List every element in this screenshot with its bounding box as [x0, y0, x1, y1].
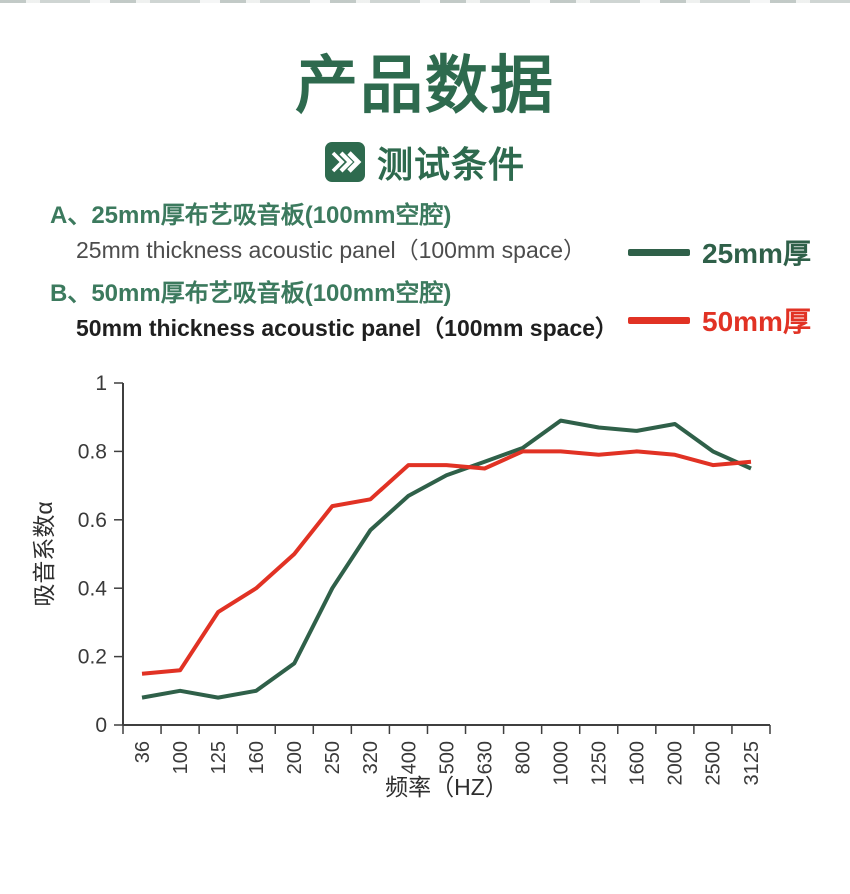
- panel-b-description: B、50mm厚布艺吸音板(100mm空腔) 50mm thickness aco…: [50, 279, 618, 342]
- series-line-25mm厚: [141, 418, 752, 700]
- subtitle-label: 测试条件: [376, 144, 525, 185]
- chart-canvas: 0 0.2 0.4 0.6 0.8 1 36 100 125 160 200 250 320 400 500…: [31, 372, 771, 800]
- subtitle-row: 测试条件: [0, 139, 850, 185]
- x-tick-label: 100: [170, 741, 192, 774]
- y-axis-title: 吸音系数α: [31, 501, 57, 606]
- panel-b-title-cn: B、50mm厚布艺吸音板(100mm空腔): [50, 280, 452, 307]
- y-tick-label: 0.4: [78, 577, 108, 600]
- x-tick-label: 400: [398, 741, 420, 774]
- panel-a-title-cn: A、25mm厚布艺吸音板(100mm空腔): [50, 202, 452, 229]
- x-tick-label: 2000: [665, 741, 687, 786]
- x-tick-label: 36: [132, 741, 154, 763]
- legend-label-25mm: 25mm厚: [702, 238, 811, 269]
- x-axis-title: 频率（HZ）: [385, 774, 508, 800]
- panel-b-title-en: 50mm thickness acoustic panel（100mm spac…: [76, 315, 619, 341]
- x-tick-label: 250: [322, 741, 344, 774]
- x-tick-label: 160: [246, 741, 268, 774]
- page-title: 产品数据: [295, 51, 555, 121]
- y-tick-label: 0.2: [78, 646, 107, 669]
- x-tick-label: 3125: [741, 741, 763, 786]
- chart-legend: 25mm厚 50mm厚: [628, 236, 828, 346]
- legend-item-50mm: 50mm厚: [628, 304, 811, 337]
- x-tick-label: 800: [512, 741, 534, 774]
- x-tick-label: 2500: [703, 741, 725, 786]
- x-tick-label: 500: [436, 741, 458, 774]
- y-tick-label: 0: [95, 714, 107, 737]
- x-tick-label: 1000: [550, 741, 572, 786]
- x-tick-label: 125: [208, 741, 230, 774]
- y-tick-label: 0.8: [78, 441, 107, 464]
- x-tick-label: 1250: [589, 741, 611, 786]
- x-tick-label: 1600: [627, 741, 649, 786]
- panel-a-title-en: 25mm thickness acoustic panel（100mm spac…: [76, 237, 587, 263]
- x-tick-label: 320: [360, 741, 382, 774]
- series-line-50mm厚: [141, 449, 752, 676]
- y-tick-label: 1: [95, 372, 107, 395]
- legend-label-50mm: 50mm厚: [702, 306, 811, 337]
- legend-swatch-50mm: [628, 316, 690, 324]
- legend-swatch-25mm: [628, 248, 690, 256]
- cropped-content-strip: [0, 0, 850, 3]
- chevrons-icon: [324, 142, 365, 182]
- y-tick-label: 0.6: [78, 509, 107, 532]
- absorption-coefficient-chart: 0 0.2 0.4 0.6 0.8 1 36 100 125 160 200 250 320 400 500…: [0, 360, 850, 840]
- legend-item-25mm: 25mm厚: [628, 236, 811, 269]
- panel-a-description: A、25mm厚布艺吸音板(100mm空腔) 25mm thickness aco…: [50, 201, 586, 264]
- x-tick-label: 630: [474, 741, 496, 774]
- x-tick-label: 200: [284, 741, 306, 774]
